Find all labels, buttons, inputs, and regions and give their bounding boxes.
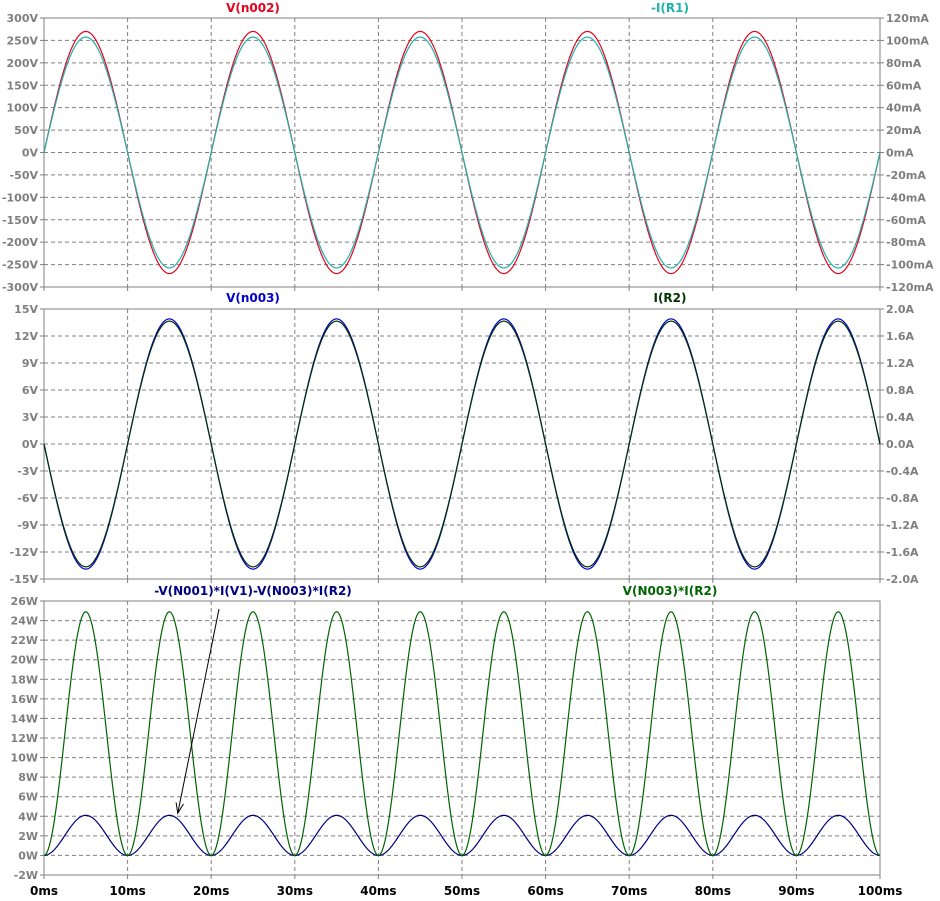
left-axis-tick-label: 8W bbox=[18, 771, 38, 784]
left-axis-tick-label: 24W bbox=[11, 615, 38, 628]
x-axis-tick-label: 60ms bbox=[527, 884, 563, 898]
left-axis-tick-label: 9V bbox=[22, 357, 39, 370]
left-axis-tick-label: -50V bbox=[10, 169, 39, 182]
x-axis-tick-label: 70ms bbox=[611, 884, 647, 898]
left-axis-tick-label: 16W bbox=[11, 693, 38, 706]
right-axis-tick-label: 0.4A bbox=[886, 411, 914, 424]
left-axis-tick-label: 300V bbox=[7, 12, 39, 25]
top-panel: 300V 250V 200V 150V 100V 50V 0V -50V -100V -150V -… bbox=[2, 1, 934, 294]
right-axis-tick-label: 40mA bbox=[886, 102, 922, 115]
x-axis-tick-label: 80ms bbox=[695, 884, 731, 898]
right-axis-tick-label: -0.4A bbox=[886, 465, 919, 478]
right-axis-tick-label: 0.8A bbox=[886, 384, 914, 397]
left-axis-tick-label: 6W bbox=[18, 791, 38, 804]
left-axis-tick-label: 0V bbox=[22, 438, 39, 451]
right-axis-tick-label: 100mA bbox=[886, 34, 929, 47]
annotation-arrow-head bbox=[175, 802, 184, 815]
right-axis-tick-label: -80mA bbox=[886, 236, 926, 249]
x-axis-tick-label: 40ms bbox=[360, 884, 396, 898]
left-axis-tick-label: 22W bbox=[11, 634, 38, 647]
left-axis-tick-label: 2W bbox=[18, 830, 38, 843]
right-axis-tick-label: 120mA bbox=[886, 12, 929, 25]
series-label[interactable]: I(R2) bbox=[653, 291, 686, 305]
left-axis-tick-label: 15V bbox=[14, 303, 38, 316]
left-axis-tick-label: -300V bbox=[2, 281, 39, 294]
x-axis-tick-label: 30ms bbox=[277, 884, 313, 898]
right-axis-tick-label: 20mA bbox=[886, 124, 922, 137]
series-line bbox=[43, 36, 881, 269]
left-axis-tick-label: 150V bbox=[7, 79, 39, 92]
right-axis-tick-label: -20mA bbox=[886, 169, 926, 182]
x-axis-tick-label: 90ms bbox=[778, 884, 814, 898]
left-axis-tick-label: 6V bbox=[22, 384, 39, 397]
left-axis-tick-label: -9V bbox=[17, 519, 38, 532]
left-axis-tick-label: 250V bbox=[7, 34, 39, 47]
right-axis-tick-label: -40mA bbox=[886, 191, 926, 204]
right-axis-tick-label: -0.8A bbox=[886, 492, 919, 505]
left-axis-tick-label: 3V bbox=[22, 411, 39, 424]
right-axis-tick-label: -1.6A bbox=[886, 546, 919, 559]
right-axis-tick-label: 0.0A bbox=[886, 438, 914, 451]
left-axis-tick-label: 0W bbox=[18, 849, 38, 862]
right-axis-tick-label: -100mA bbox=[886, 259, 934, 272]
series-line bbox=[43, 611, 881, 857]
right-axis-tick-label: 60mA bbox=[886, 79, 922, 92]
left-axis-tick-label: -150V bbox=[2, 214, 39, 227]
right-axis-tick-label: 1.6A bbox=[886, 330, 914, 343]
left-axis-tick-label: 4W bbox=[18, 810, 38, 823]
left-axis-tick-label: 26W bbox=[11, 595, 38, 608]
right-axis-tick-label: -60mA bbox=[886, 214, 926, 227]
x-axis-tick-label: 100ms bbox=[858, 884, 903, 898]
right-axis-tick-label: 1.2A bbox=[886, 357, 914, 370]
annotation-arrow-line bbox=[177, 608, 220, 814]
left-axis-tick-label: -100V bbox=[2, 191, 39, 204]
right-axis-tick-label: 0mA bbox=[886, 147, 914, 160]
left-axis-tick-label: 14W bbox=[11, 712, 38, 725]
middle-panel: 15V 12V 9V 6V 3V 0V -3V -6V -9V -12V -15V 2.0A 1.6A 1… bbox=[10, 291, 919, 586]
bottom-panel: 26W 24W 22W 20W 18W 16W 14W 12W 10W 8W 6W 4W 2W 0W -2W… bbox=[11, 584, 903, 898]
series-label[interactable]: V(N003)*I(R2) bbox=[623, 584, 718, 598]
x-axis-tick-label: 20ms bbox=[193, 884, 229, 898]
right-axis-tick-label: -120mA bbox=[886, 281, 934, 294]
series-label[interactable]: -I(R1) bbox=[651, 1, 689, 15]
series-label[interactable]: V(n002) bbox=[226, 1, 280, 15]
right-axis-tick-label: 80mA bbox=[886, 57, 922, 70]
x-axis-tick-label: 0ms bbox=[30, 884, 58, 898]
left-axis-tick-label: 20W bbox=[11, 654, 38, 667]
right-axis-tick-label: -1.2A bbox=[886, 519, 919, 532]
left-axis-tick-label: 50V bbox=[14, 124, 38, 137]
series-label[interactable]: -V(N001)*I(V1)-V(N003)*I(R2) bbox=[154, 584, 352, 598]
left-axis-tick-label: -6V bbox=[17, 492, 38, 505]
left-axis-tick-label: -200V bbox=[2, 236, 39, 249]
series-line bbox=[43, 320, 881, 568]
left-axis-tick-label: 12W bbox=[11, 732, 38, 745]
right-axis-tick-label: 2.0A bbox=[886, 303, 914, 316]
left-axis-tick-label: -12V bbox=[10, 546, 39, 559]
left-axis-tick-label: 18W bbox=[11, 673, 38, 686]
left-axis-tick-label: -2W bbox=[14, 869, 38, 882]
left-axis-tick-label: 200V bbox=[7, 57, 39, 70]
x-axis-tick-label: 50ms bbox=[444, 884, 480, 898]
left-axis-tick-label: -15V bbox=[10, 573, 39, 586]
series-label[interactable]: V(n003) bbox=[226, 291, 280, 305]
right-axis-tick-label: -2.0A bbox=[886, 573, 919, 586]
left-axis-tick-label: 12V bbox=[14, 330, 38, 343]
left-axis-tick-label: -250V bbox=[2, 259, 39, 272]
left-axis-tick-label: 100V bbox=[7, 102, 39, 115]
left-axis-tick-label: -3V bbox=[17, 465, 38, 478]
left-axis-tick-label: 10W bbox=[11, 752, 38, 765]
x-axis-tick-label: 10ms bbox=[109, 884, 145, 898]
left-axis-tick-label: 0V bbox=[22, 147, 39, 160]
